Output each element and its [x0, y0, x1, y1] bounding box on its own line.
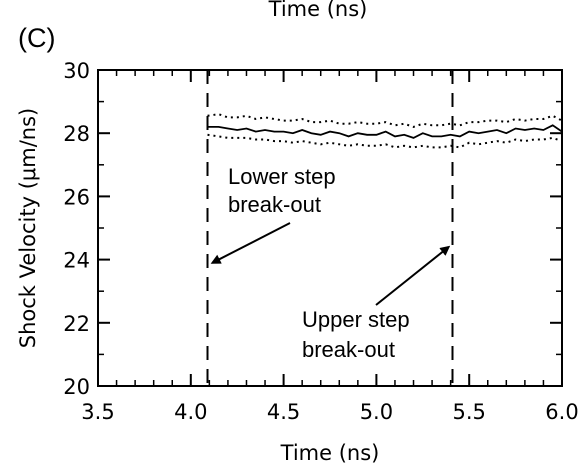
axis-ticks: [97, 69, 563, 387]
tick-labels: 3.5 4.0 4.5 5.0 5.5 6.0 20 22 24 26 28 30: [63, 59, 578, 424]
series-lower-bound-line: [207, 133, 563, 149]
top-cut-label: Time (ns): [268, 0, 368, 21]
y-axis-title: Shock Velocity (μm/ns): [16, 108, 40, 348]
x-axis-title: Time (ns): [280, 441, 380, 465]
series-upper-bound-line: [207, 113, 563, 128]
breakout-lines: [206, 70, 454, 386]
y-tick-label: 30: [63, 59, 90, 83]
series-mean-line: [207, 124, 563, 139]
x-tick-label: 4.5: [267, 400, 300, 424]
x-tick-label: 5.0: [360, 400, 393, 424]
y-tick-label: 28: [63, 122, 90, 146]
annotation-lower-line1: Lower step: [228, 164, 336, 189]
arrow-lower-step: [210, 222, 291, 264]
annotation-upper-line1: Upper step: [302, 307, 410, 332]
x-tick-label: 6.0: [545, 400, 578, 424]
y-tick-label: 22: [63, 312, 90, 336]
annotation-upper-line2: break-out: [302, 337, 395, 362]
y-tick-label: 20: [63, 375, 90, 399]
panel-label: (C): [18, 23, 55, 53]
x-tick-label: 3.5: [81, 400, 114, 424]
x-tick-label: 4.0: [174, 400, 207, 424]
y-tick-label: 24: [63, 249, 90, 273]
x-tick-label: 5.5: [452, 400, 485, 424]
y-tick-label: 26: [63, 185, 90, 209]
series-group: [207, 113, 563, 149]
arrow-upper-step: [375, 245, 451, 306]
annotation-lower-line2: break-out: [228, 192, 321, 217]
